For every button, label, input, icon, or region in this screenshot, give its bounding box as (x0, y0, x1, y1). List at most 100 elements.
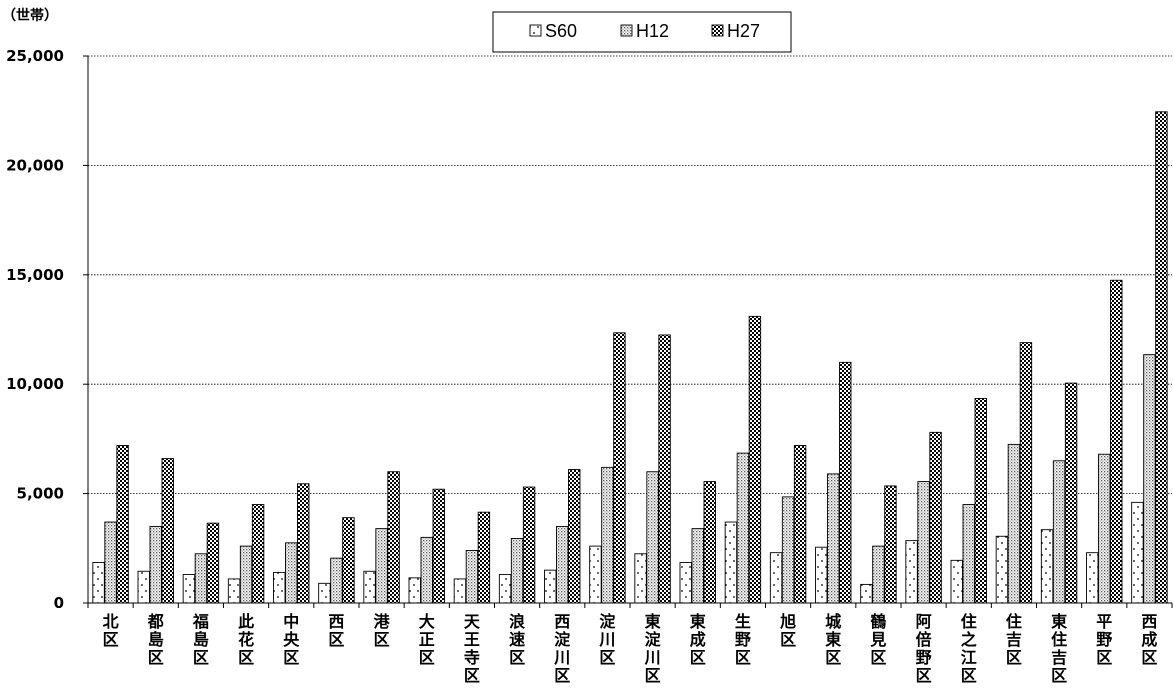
legend-swatch-H12 (620, 24, 633, 37)
bar-H27 (387, 471, 400, 604)
x-category-label: 東住吉区 (1051, 612, 1067, 685)
bar-S60 (1040, 529, 1054, 604)
bar-H12 (646, 471, 659, 604)
bar-H27 (974, 397, 987, 604)
x-category-label: 西区 (328, 612, 344, 649)
bar-H12 (1007, 443, 1021, 604)
bar-H27 (793, 445, 807, 604)
bar-S60 (724, 521, 738, 604)
bar-H27 (522, 486, 536, 604)
bar-H12 (510, 538, 524, 604)
x-category-label: 鶴見区 (869, 612, 886, 667)
bar-H27 (297, 483, 310, 604)
y-tick-label: 10,000 (6, 375, 64, 393)
bar-S60 (363, 570, 376, 604)
y-tick-label: 5,000 (17, 485, 64, 503)
x-category-label: 西淀川区 (553, 612, 571, 685)
x-category-label: 福島区 (192, 612, 209, 667)
bar-H12 (917, 481, 930, 604)
bar-H12 (104, 521, 117, 604)
bar-H27 (613, 332, 626, 604)
x-category-label: 西成区 (1141, 612, 1157, 667)
x-category-label: 中央区 (283, 612, 300, 667)
x-category-label: 阿倍野区 (916, 612, 932, 685)
legend-label-H27: H27 (727, 21, 760, 41)
x-category-label: 此花区 (238, 612, 254, 667)
bar-S60 (182, 574, 196, 604)
bar-H27 (568, 469, 581, 604)
bar-H27 (251, 504, 265, 604)
bar-S60 (137, 570, 150, 604)
bar-H27 (929, 431, 942, 604)
bar-S60 (92, 562, 105, 604)
bar-H12 (736, 452, 750, 604)
bar-H12 (601, 466, 614, 604)
y-tick-label: 25,000 (6, 47, 64, 65)
bar-H12 (781, 496, 795, 604)
axes (83, 55, 1173, 608)
bar-H27 (884, 485, 897, 604)
y-tick-label: 20,000 (6, 156, 64, 174)
bar-H27 (161, 458, 174, 604)
bar-H27 (1110, 279, 1123, 604)
gridlines (88, 55, 1172, 495)
bar-H27 (477, 511, 491, 604)
bar-S60 (815, 546, 828, 604)
legend: S60 H12 H27 (492, 11, 792, 53)
bar-S60 (1131, 501, 1144, 604)
bar-S60 (634, 553, 647, 604)
y-tick-labels: 0 5,000 10,000 15,000 20,000 25,000 (6, 47, 64, 612)
bar-H27 (206, 522, 220, 604)
legend-swatch-H27 (711, 24, 724, 37)
y-tick-label: 0 (54, 594, 64, 612)
bar-S60 (769, 552, 783, 604)
bar-H12 (375, 528, 388, 604)
bar-H27 (703, 481, 716, 604)
x-category-label: 住之江区 (961, 612, 977, 685)
bar-S60 (905, 540, 918, 604)
x-category-label: 淀川区 (598, 612, 616, 667)
x-category-label: 生野区 (735, 612, 751, 667)
bar-H12 (1098, 453, 1111, 604)
bar-H12 (149, 525, 162, 604)
bar-H12 (556, 525, 569, 604)
x-category-label: 平野区 (1096, 612, 1112, 667)
bar-H12 (827, 473, 840, 604)
bar-S60 (544, 569, 557, 604)
bar-S60 (679, 562, 692, 604)
x-category-label: 大正区 (419, 612, 435, 667)
bar-H12 (691, 528, 704, 604)
x-category-label: 北区 (103, 612, 119, 649)
bar-S60 (995, 535, 1009, 604)
bar-H27 (1155, 111, 1168, 604)
bar-H27 (432, 488, 445, 604)
x-category-label: 天王寺区 (464, 612, 481, 685)
x-category-label: 都島区 (147, 612, 164, 667)
x-category-label: 浪速区 (509, 612, 525, 667)
bar-H12 (465, 550, 479, 604)
bar-H12 (239, 545, 253, 604)
bar-H27 (1019, 342, 1033, 604)
bar-S60 (273, 571, 286, 604)
bar-H27 (1064, 382, 1078, 604)
bar-H12 (872, 545, 885, 604)
bar-S60 (408, 577, 421, 604)
bar-H27 (116, 445, 129, 604)
x-category-label: 住吉区 (1006, 612, 1022, 667)
legend-label-S60: S60 (545, 21, 577, 41)
bar-S60 (950, 559, 963, 604)
bar-S60 (453, 578, 467, 604)
bar-H12 (1143, 354, 1156, 604)
legend-box (492, 11, 792, 53)
y-tick-label: 15,000 (6, 266, 64, 284)
bar-S60 (227, 578, 241, 604)
bar-H12 (420, 536, 433, 604)
bar-H12 (285, 542, 298, 604)
bar-H12 (1052, 460, 1066, 604)
bar-S60 (1086, 552, 1099, 604)
bars (92, 111, 1168, 604)
legend-swatch-S60 (529, 24, 542, 37)
x-category-label: 東成区 (690, 612, 706, 667)
